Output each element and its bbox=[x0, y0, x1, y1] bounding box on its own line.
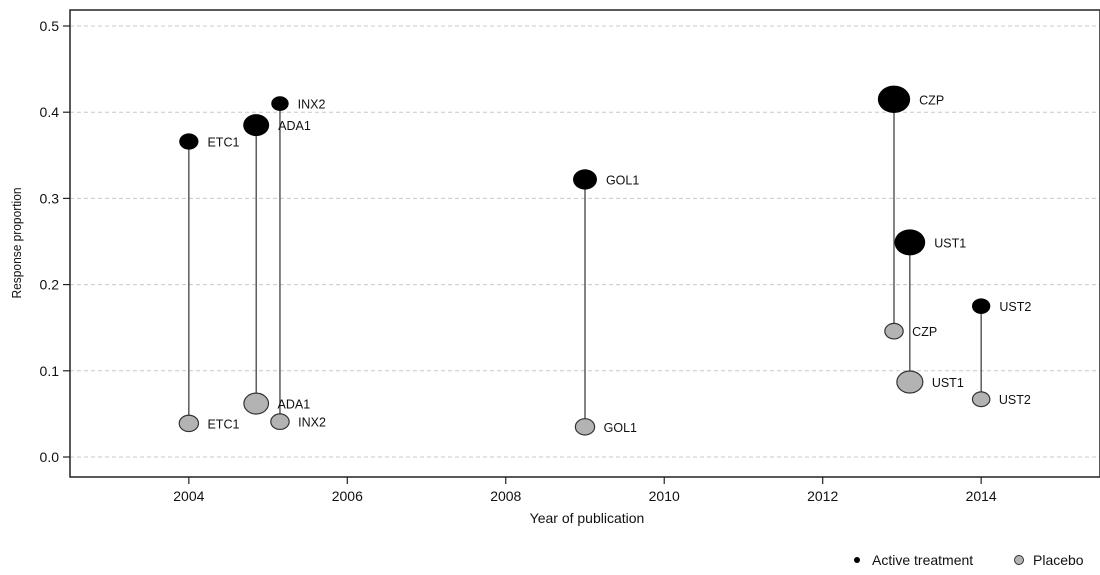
active-point-label: ETC1 bbox=[207, 136, 239, 150]
placebo-point-label: INX2 bbox=[298, 416, 326, 430]
plot-frame bbox=[69, 9, 1100, 478]
x-tick-label: 2014 bbox=[966, 488, 997, 504]
placebo-point-label: CZP bbox=[912, 325, 937, 339]
y-tick-label: 0.0 bbox=[40, 449, 60, 465]
x-tick-label: 2010 bbox=[649, 488, 680, 504]
y-tick-label: 0.5 bbox=[40, 18, 60, 34]
placebo-point bbox=[884, 322, 904, 340]
x-axis-label: Year of publication bbox=[530, 510, 645, 526]
placebo-point-label: UST1 bbox=[932, 376, 964, 390]
y-tick-label: 0.4 bbox=[40, 104, 60, 120]
active-point-label: GOL1 bbox=[606, 173, 639, 187]
y-tick-label: 0.2 bbox=[40, 277, 60, 293]
active-point bbox=[573, 169, 597, 190]
active-point bbox=[877, 85, 911, 113]
active-point-label: CZP bbox=[919, 93, 944, 107]
active-point-label: UST1 bbox=[934, 236, 966, 250]
axis-layer: 0.0 0.1 0.2 0.3 0.4 0.5 2004 2006 2008 2010 2012 20… bbox=[40, 18, 997, 504]
legend-placebo-marker bbox=[1014, 555, 1024, 565]
active-point bbox=[971, 298, 991, 314]
placebo-point bbox=[574, 418, 596, 436]
placebo-point-label: UST2 bbox=[999, 393, 1031, 407]
placebo-point bbox=[270, 413, 290, 431]
legend-active-marker bbox=[854, 557, 860, 563]
active-point bbox=[179, 133, 199, 150]
y-tick-label: 0.1 bbox=[40, 363, 60, 379]
placebo-point-label: ADA1 bbox=[278, 398, 311, 412]
x-tick-label: 2006 bbox=[332, 488, 363, 504]
data-points bbox=[178, 85, 991, 436]
legend-placebo-label: Placebo bbox=[1033, 552, 1084, 568]
placebo-point bbox=[896, 370, 924, 394]
point-labels: ETC1 ADA1 INX2 GOL1 CZP UST1 UST2 ETC1 ADA1 INX2 G… bbox=[207, 93, 1031, 435]
placebo-point bbox=[971, 391, 991, 408]
y-tick-label: 0.3 bbox=[40, 190, 60, 206]
active-point bbox=[243, 114, 270, 137]
placebo-point-label: GOL1 bbox=[604, 421, 637, 435]
active-point-label: UST2 bbox=[999, 300, 1031, 314]
legend-active-label: Active treatment bbox=[872, 552, 973, 568]
legend: Active treatment Placebo bbox=[854, 552, 1084, 568]
x-tick-label: 2004 bbox=[173, 488, 204, 504]
active-point bbox=[271, 96, 289, 111]
placebo-point-label: ETC1 bbox=[207, 417, 239, 431]
x-tick-label: 2012 bbox=[807, 488, 838, 504]
connector-lines bbox=[188, 99, 982, 427]
active-point-label: INX2 bbox=[298, 98, 326, 112]
x-tick-label: 2008 bbox=[490, 488, 521, 504]
placebo-point bbox=[178, 414, 200, 433]
active-point-label: ADA1 bbox=[278, 119, 311, 133]
y-axis-label: Response proportion bbox=[10, 187, 25, 298]
placebo-point bbox=[243, 392, 270, 415]
active-point bbox=[894, 229, 926, 256]
